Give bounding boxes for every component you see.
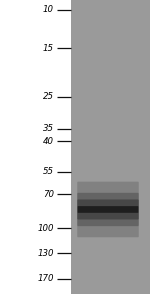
FancyBboxPatch shape bbox=[77, 193, 139, 226]
Text: 70: 70 bbox=[43, 190, 54, 199]
Text: 55: 55 bbox=[43, 167, 54, 176]
Text: 15: 15 bbox=[43, 44, 54, 53]
Text: 170: 170 bbox=[38, 274, 54, 283]
Text: 25: 25 bbox=[43, 92, 54, 101]
Text: 100: 100 bbox=[38, 224, 54, 233]
Bar bbox=[70, 0, 150, 294]
FancyBboxPatch shape bbox=[77, 182, 139, 237]
Text: 10: 10 bbox=[43, 6, 54, 14]
FancyBboxPatch shape bbox=[78, 206, 138, 213]
Text: 40: 40 bbox=[43, 137, 54, 146]
Text: 130: 130 bbox=[38, 249, 54, 258]
Text: 35: 35 bbox=[43, 124, 54, 133]
FancyBboxPatch shape bbox=[77, 199, 139, 220]
